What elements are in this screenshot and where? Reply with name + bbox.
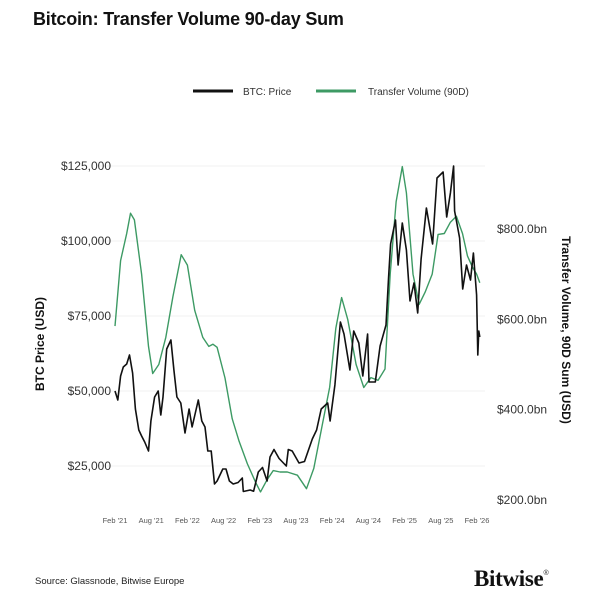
y-right-tick-label: $200.0bn <box>497 493 547 507</box>
x-tick-label: Feb '22 <box>175 516 200 525</box>
chart-title: Bitcoin: Transfer Volume 90-day Sum <box>33 9 344 29</box>
bitwise-logo: Bitwise® <box>474 566 549 592</box>
x-tick-label: Aug '24 <box>356 516 381 525</box>
x-ticks: Feb '21 Aug '21 Feb '22 Aug '22 Feb '23 Aug '… <box>103 516 490 525</box>
y-left-tick-label: $75,000 <box>68 309 112 323</box>
y-left-ticks: $25,000 $50,000 $75,000 $100,000 $125,000 <box>61 159 111 473</box>
y-left-tick-label: $100,000 <box>61 234 111 248</box>
x-tick-label: Aug '22 <box>211 516 236 525</box>
series-line-btc-price <box>114 165 481 493</box>
legend-label-btc-price: BTC: Price <box>243 87 292 98</box>
x-tick-label: Feb '25 <box>392 516 417 525</box>
x-tick-label: Feb '21 <box>103 516 128 525</box>
y-left-tick-label: $125,000 <box>61 159 111 173</box>
x-tick-label: Aug '21 <box>139 516 164 525</box>
y-right-axis-label: Transfer Volume, 90D Sum (USD) <box>559 236 573 424</box>
y-right-tick-label: $600.0bn <box>497 312 547 326</box>
y-left-axis-label: BTC Price (USD) <box>33 297 47 391</box>
y-right-tick-label: $800.0bn <box>497 222 547 236</box>
logo-mark: ® <box>543 570 549 577</box>
y-left-tick-label: $25,000 <box>68 459 112 473</box>
legend: BTC: Price Transfer Volume (90D) <box>193 87 469 98</box>
legend-label-transfer-volume: Transfer Volume (90D) <box>368 87 469 98</box>
series-line-transfer-volume <box>114 165 481 493</box>
y-right-ticks: $200.0bn $400.0bn $600.0bn $800.0bn <box>497 222 547 507</box>
gridlines <box>100 165 485 467</box>
y-right-tick-label: $400.0bn <box>497 403 547 417</box>
x-tick-label: Feb '23 <box>247 516 272 525</box>
y-left-tick-label: $50,000 <box>68 384 112 398</box>
source-note: Source: Glassnode, Bitwise Europe <box>35 576 185 587</box>
x-tick-label: Feb '26 <box>465 516 490 525</box>
logo-text: Bitwise <box>474 566 544 591</box>
x-tick-label: Feb '24 <box>320 516 345 525</box>
x-tick-label: Aug '25 <box>428 516 453 525</box>
series-lines <box>114 165 481 493</box>
x-tick-label: Aug '23 <box>283 516 308 525</box>
